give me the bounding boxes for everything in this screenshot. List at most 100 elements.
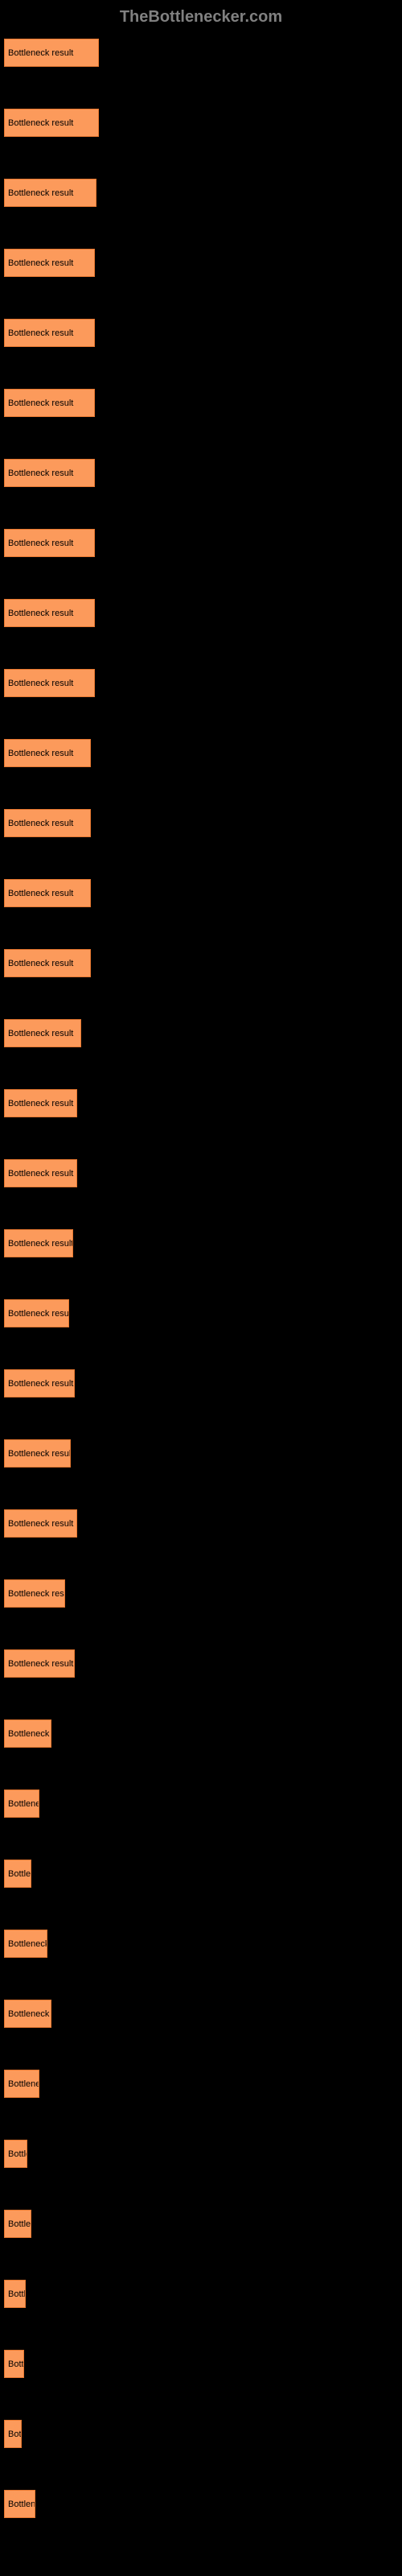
bottleneck-bar: Bottleneck result	[4, 1439, 71, 1468]
bar-label: Bottleneck result	[8, 1729, 51, 1739]
bottleneck-bar: Bottleneck result	[4, 459, 95, 487]
bar-row: Bottleneck result	[4, 669, 398, 697]
bar-label: Bottleneck result	[8, 2219, 31, 2229]
bottleneck-bar: Bottleneck result	[4, 809, 91, 837]
bar-row: Bottleneck result	[4, 1719, 398, 1748]
bottleneck-bar: Bottleneck result	[4, 599, 95, 627]
bottleneck-bar: Bottleneck result	[4, 1719, 51, 1748]
bottleneck-bar: Bottleneck result	[4, 2210, 31, 2238]
bar-row: Bottleneck result	[4, 179, 398, 207]
bottleneck-bar: Bottleneck result	[4, 179, 96, 207]
bar-label: Bottleneck result	[8, 2500, 35, 2509]
bar-row: Bottleneck result	[4, 2350, 398, 2378]
bar-label: Bottleneck result	[8, 469, 73, 478]
bottleneck-bar: Bottleneck result	[4, 2070, 39, 2098]
bar-label: Bottleneck result	[8, 1589, 65, 1599]
site-title: TheBottlenecker.com	[120, 8, 282, 26]
bar-label: Bottleneck result	[8, 398, 73, 408]
bottleneck-bar: Bottleneck result	[4, 669, 95, 697]
bar-label: Bottleneck result	[8, 959, 73, 968]
bar-row: Bottleneck result	[4, 109, 398, 137]
bar-row: Bottleneck result	[4, 599, 398, 627]
bar-row: Bottleneck result	[4, 2000, 398, 2028]
bar-label: Bottleneck result	[8, 609, 73, 618]
bar-label: Bottleneck result	[8, 1519, 73, 1529]
bottleneck-chart: Bottleneck result Bottleneck result Bottle…	[0, 39, 402, 2518]
bar-label: Bottleneck result	[8, 2009, 51, 2019]
bar-label: Bottleneck result	[8, 1939, 47, 1949]
bar-label: Bottleneck result	[8, 2289, 26, 2299]
bar-label: Bottleneck result	[8, 539, 73, 548]
bottleneck-bar: Bottleneck result	[4, 2350, 24, 2378]
bar-row: Bottleneck result	[4, 949, 398, 977]
bar-row: Bottleneck result	[4, 2490, 398, 2518]
bottleneck-bar: Bottleneck result	[4, 1369, 75, 1397]
bar-row: Bottleneck result	[4, 459, 398, 487]
bottleneck-bar: Bottleneck result	[4, 1299, 69, 1327]
bar-label: Bottleneck result	[8, 188, 73, 198]
bottleneck-bar: Bottleneck result	[4, 319, 95, 347]
bar-label: Bottleneck result	[8, 1169, 73, 1179]
bottleneck-bar: Bottleneck result	[4, 2490, 35, 2518]
bar-label: Bottleneck result	[8, 1029, 73, 1038]
bar-label: Bottleneck result	[8, 2079, 39, 2089]
bar-row: Bottleneck result	[4, 1159, 398, 1187]
bottleneck-bar: Bottleneck result	[4, 2420, 22, 2448]
bar-row: Bottleneck result	[4, 1790, 398, 1818]
bar-row: Bottleneck result	[4, 1369, 398, 1397]
bottleneck-bar: Bottleneck result	[4, 1229, 73, 1257]
bottleneck-bar: Bottleneck result	[4, 2140, 27, 2168]
bar-label: Bottleneck result	[8, 889, 73, 898]
bar-row: Bottleneck result	[4, 249, 398, 277]
bottleneck-bar: Bottleneck result	[4, 1159, 77, 1187]
bar-label: Bottleneck result	[8, 1869, 31, 1879]
bar-label: Bottleneck result	[8, 2149, 27, 2159]
bottleneck-bar: Bottleneck result	[4, 1509, 77, 1538]
bar-row: Bottleneck result	[4, 1860, 398, 1888]
bar-label: Bottleneck result	[8, 679, 73, 688]
bar-label: Bottleneck result	[8, 1449, 71, 1459]
bar-row: Bottleneck result	[4, 1229, 398, 1257]
bar-label: Bottleneck result	[8, 48, 73, 58]
bar-row: Bottleneck result	[4, 2280, 398, 2308]
bar-row: Bottleneck result	[4, 1509, 398, 1538]
bottleneck-bar: Bottleneck result	[4, 39, 99, 67]
bar-label: Bottleneck result	[8, 749, 73, 758]
bar-row: Bottleneck result	[4, 1930, 398, 1958]
bar-label: Bottleneck result	[8, 1379, 73, 1389]
bottleneck-bar: Bottleneck result	[4, 1089, 77, 1117]
bar-row: Bottleneck result	[4, 1649, 398, 1678]
bar-row: Bottleneck result	[4, 1579, 398, 1608]
bar-row: Bottleneck result	[4, 2210, 398, 2238]
bar-row: Bottleneck result	[4, 529, 398, 557]
bottleneck-bar: Bottleneck result	[4, 529, 95, 557]
bottleneck-bar: Bottleneck result	[4, 1790, 39, 1818]
bottleneck-bar: Bottleneck result	[4, 879, 91, 907]
bottleneck-bar: Bottleneck result	[4, 1579, 65, 1608]
bar-label: Bottleneck result	[8, 1099, 73, 1108]
bottleneck-bar: Bottleneck result	[4, 1930, 47, 1958]
bar-row: Bottleneck result	[4, 389, 398, 417]
bar-label: Bottleneck result	[8, 1659, 73, 1669]
bar-label: Bottleneck result	[8, 1799, 39, 1809]
bar-row: Bottleneck result	[4, 1019, 398, 1047]
bar-row: Bottleneck result	[4, 1439, 398, 1468]
bottleneck-bar: Bottleneck result	[4, 1649, 75, 1678]
bottleneck-bar: Bottleneck result	[4, 109, 99, 137]
bar-label: Bottleneck result	[8, 2429, 22, 2439]
bar-label: Bottleneck result	[8, 328, 73, 338]
bar-row: Bottleneck result	[4, 2420, 398, 2448]
bottleneck-bar: Bottleneck result	[4, 2000, 51, 2028]
bar-label: Bottleneck result	[8, 2359, 24, 2369]
bottleneck-bar: Bottleneck result	[4, 1019, 81, 1047]
bar-label: Bottleneck result	[8, 819, 73, 828]
bar-row: Bottleneck result	[4, 879, 398, 907]
bar-row: Bottleneck result	[4, 39, 398, 67]
bottleneck-bar: Bottleneck result	[4, 249, 95, 277]
site-header: TheBottlenecker.com	[0, 8, 402, 27]
bar-row: Bottleneck result	[4, 1089, 398, 1117]
bar-label: Bottleneck result	[8, 1309, 69, 1319]
bar-row: Bottleneck result	[4, 1299, 398, 1327]
bar-label: Bottleneck result	[8, 118, 73, 128]
bar-row: Bottleneck result	[4, 809, 398, 837]
